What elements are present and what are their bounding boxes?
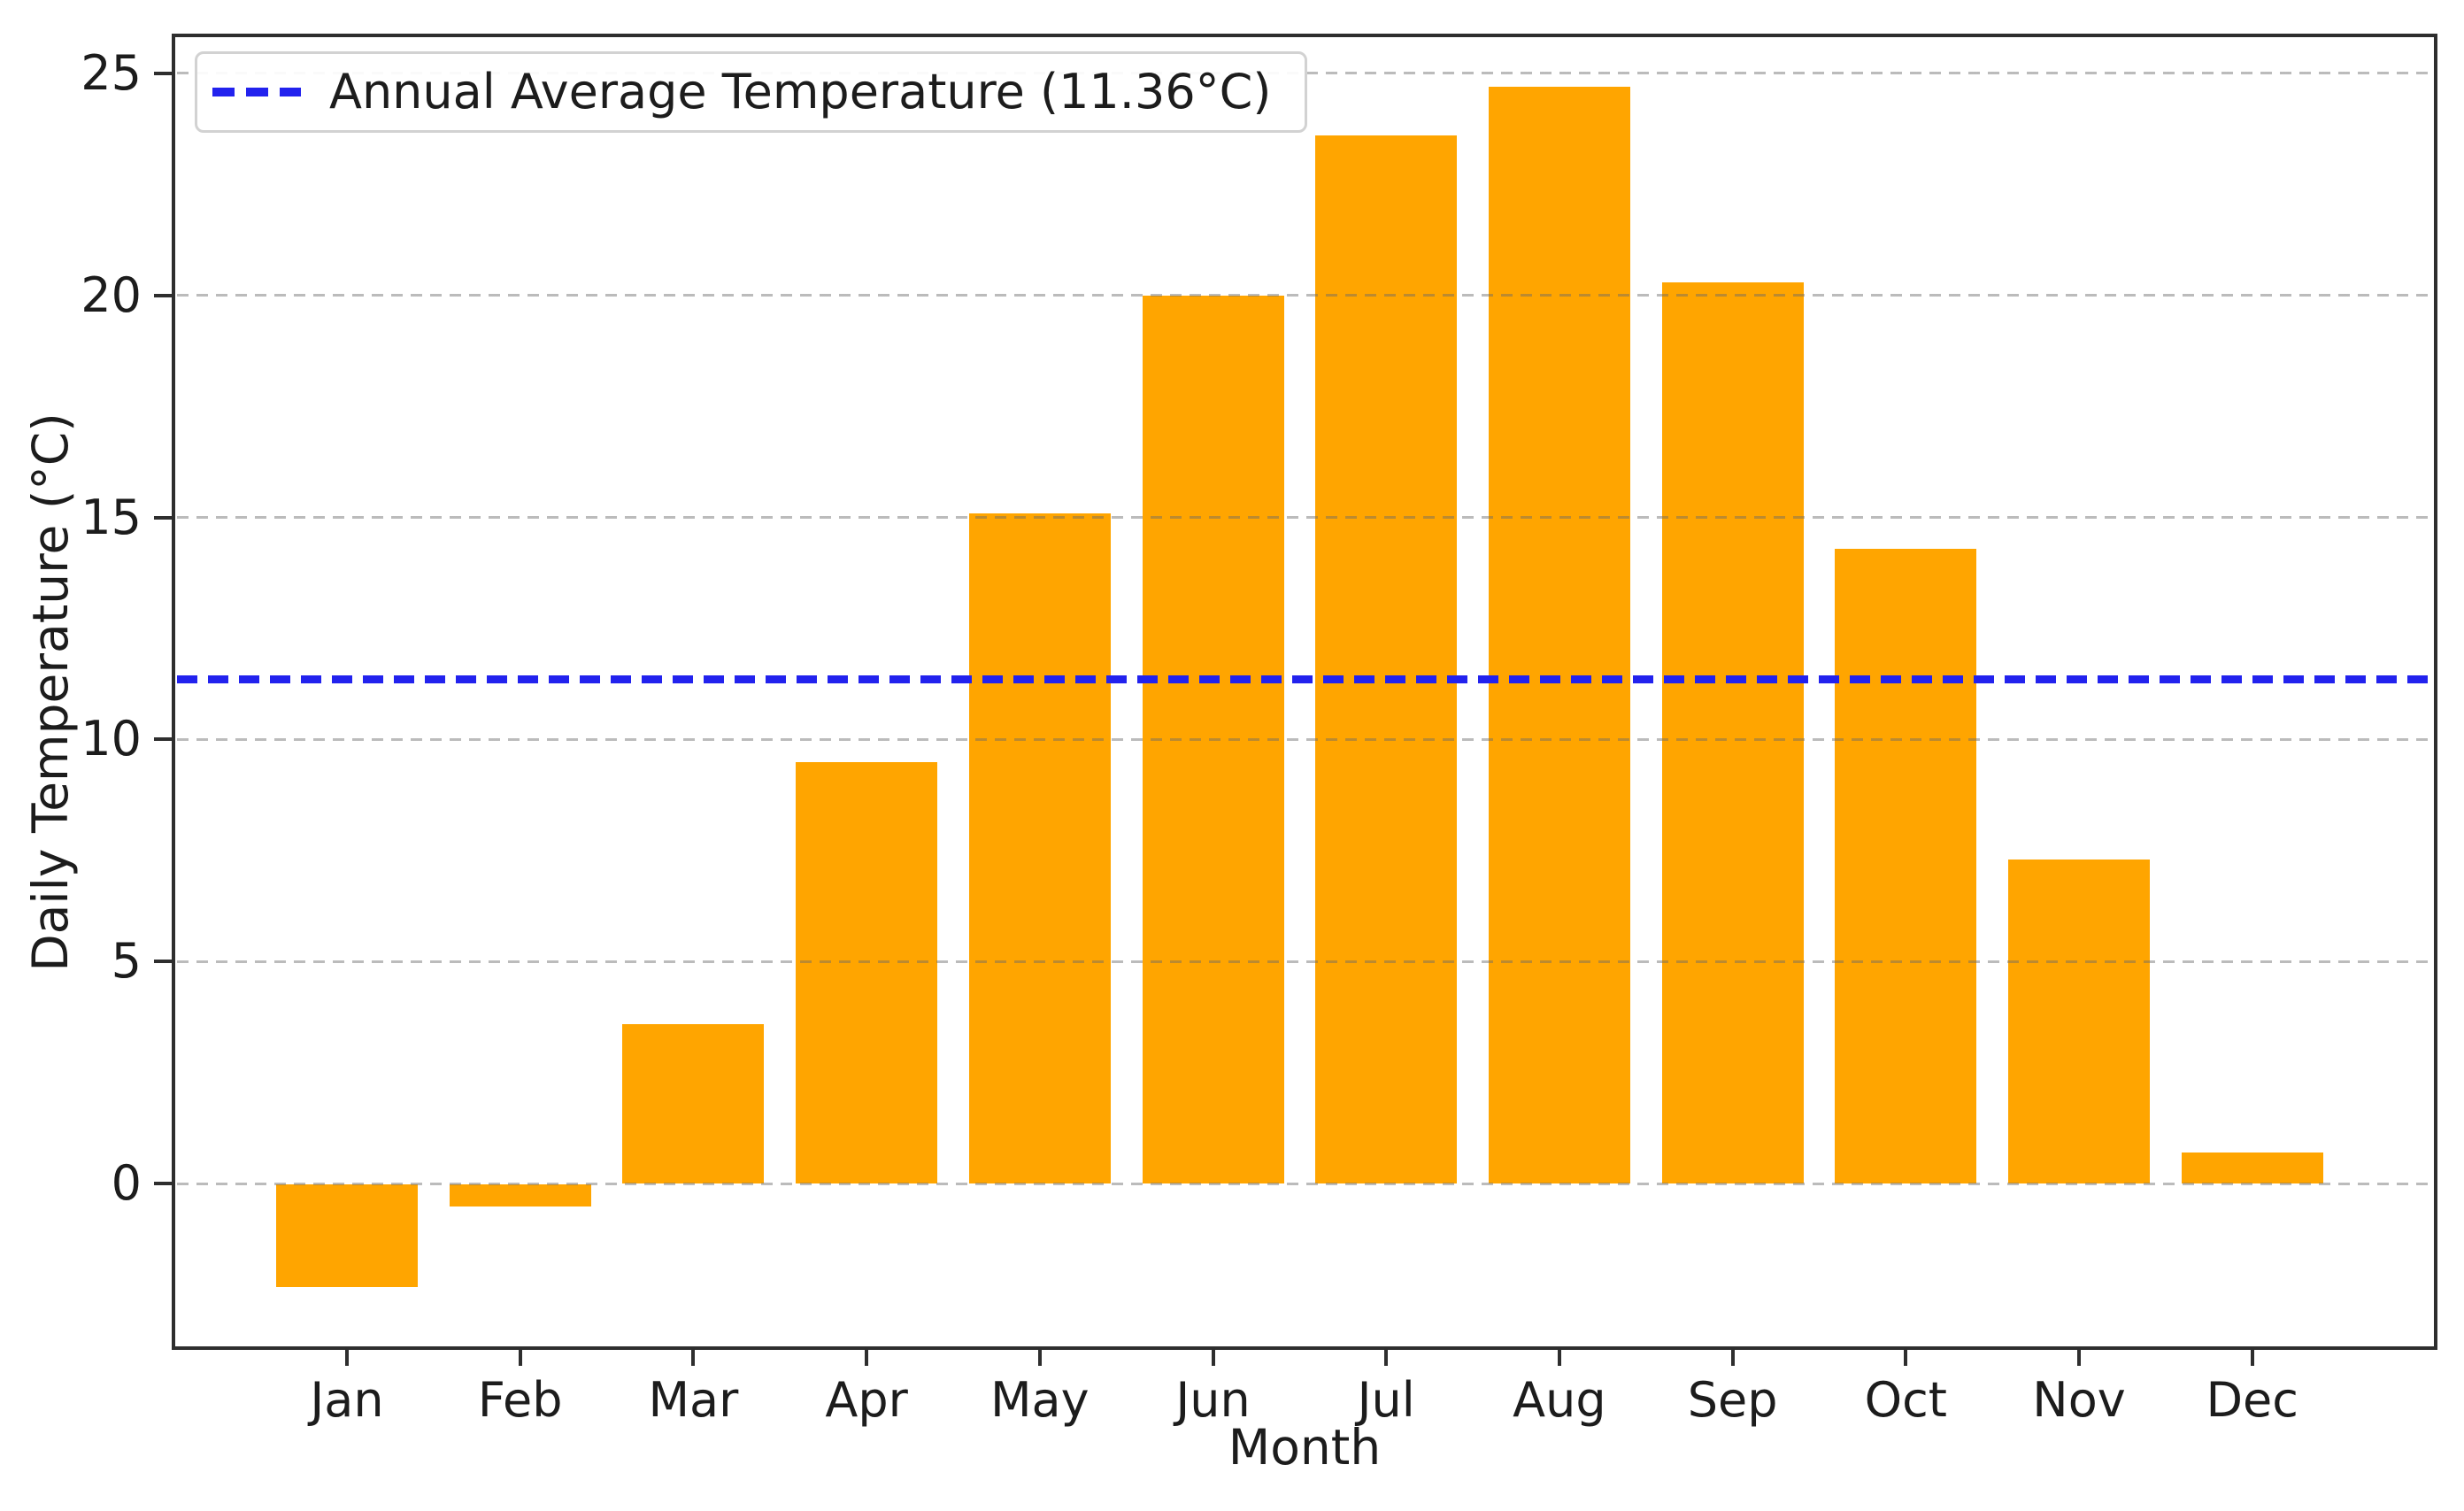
bar-apr <box>796 761 938 1184</box>
y-tick-mark <box>154 1182 175 1186</box>
x-tick-label: Dec <box>2206 1372 2298 1428</box>
bar-jun <box>1142 295 1284 1184</box>
y-tick-label: 15 <box>81 489 142 545</box>
legend-label: Annual Average Temperature (11.36°C) <box>329 64 1272 119</box>
bar-feb <box>449 1184 591 1207</box>
x-tick-label: Feb <box>477 1372 563 1428</box>
x-tick-mark <box>2250 1350 2254 1366</box>
x-tick-label: Mar <box>648 1372 739 1428</box>
legend: Annual Average Temperature (11.36°C) <box>195 51 1308 133</box>
x-tick-mark <box>2077 1350 2081 1366</box>
gridline-y-0 <box>177 1182 2432 1185</box>
y-tick-label: 20 <box>81 266 142 323</box>
gridline-y-5 <box>177 960 2432 963</box>
x-axis-label: Month <box>1228 1419 1382 1476</box>
x-tick-mark <box>518 1350 522 1366</box>
gridline-y-20 <box>177 294 2432 297</box>
gridline-y-15 <box>177 516 2432 520</box>
x-tick-mark <box>1384 1350 1389 1366</box>
bar-mar <box>622 1023 765 1184</box>
x-tick-mark <box>865 1350 869 1366</box>
dashed-line-icon <box>212 88 301 96</box>
y-tick-mark <box>154 737 175 742</box>
x-tick-label: Apr <box>825 1372 908 1428</box>
x-tick-label: Jun <box>1175 1372 1251 1428</box>
y-tick-label: 0 <box>111 1155 142 1212</box>
x-tick-mark <box>691 1350 696 1366</box>
x-tick-mark <box>345 1350 349 1366</box>
x-tick-mark <box>1730 1350 1735 1366</box>
y-tick-label: 10 <box>81 711 142 767</box>
bar-sep <box>1661 281 1804 1184</box>
x-tick-mark <box>1037 1350 1042 1366</box>
x-tick-label: Sep <box>1687 1372 1778 1428</box>
y-axis-label: Daily Temperature (°C) <box>22 412 79 972</box>
bar-jan <box>276 1184 418 1287</box>
y-tick-mark <box>154 960 175 964</box>
y-tick-label: 5 <box>111 933 142 990</box>
bar-dec <box>2181 1153 2323 1184</box>
x-tick-label: Jul <box>1357 1372 1415 1428</box>
bar-may <box>968 513 1111 1184</box>
x-tick-mark <box>1557 1350 1561 1366</box>
annual-average-line <box>177 675 2432 683</box>
bar-aug <box>1488 86 1630 1184</box>
x-tick-label: Oct <box>1864 1372 1947 1428</box>
bar-oct <box>1835 548 1977 1184</box>
x-tick-label: Jan <box>310 1372 384 1428</box>
bar-nov <box>2008 859 2150 1184</box>
x-tick-label: Nov <box>2032 1372 2126 1428</box>
y-tick-label: 25 <box>81 44 142 101</box>
y-tick-mark <box>154 293 175 297</box>
x-tick-mark <box>1904 1350 1908 1366</box>
y-tick-mark <box>154 515 175 520</box>
x-tick-mark <box>1211 1350 1215 1366</box>
x-tick-label: Aug <box>1513 1372 1606 1428</box>
y-tick-mark <box>154 71 175 75</box>
x-tick-label: May <box>989 1372 1090 1428</box>
bar-jul <box>1315 135 1458 1184</box>
gridline-y-10 <box>177 737 2432 741</box>
